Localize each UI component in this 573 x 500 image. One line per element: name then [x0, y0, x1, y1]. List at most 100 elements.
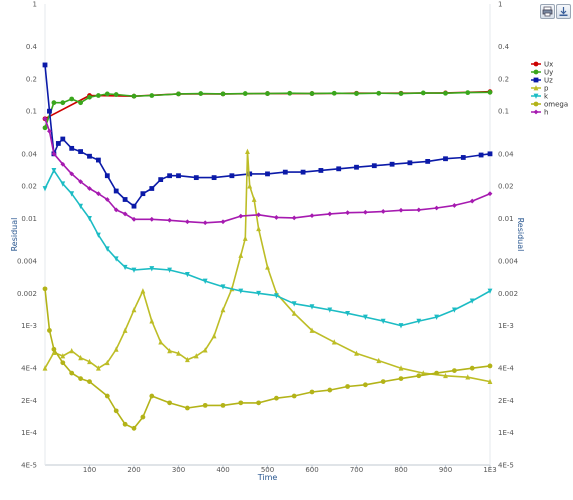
x-tick-label: 1E3 — [483, 466, 496, 474]
data-point-omega — [291, 393, 297, 399]
series-lines — [42, 62, 493, 431]
data-point-uz — [211, 175, 217, 181]
series-h — [42, 116, 493, 226]
data-point-k — [434, 314, 439, 320]
data-point-uz — [140, 191, 146, 197]
y-tick-label-right: 2E-4 — [498, 397, 514, 405]
data-point-p — [113, 346, 119, 352]
series-line-h — [44, 118, 491, 224]
data-point-h — [256, 212, 261, 218]
data-point-k — [398, 323, 404, 329]
data-point-p — [291, 310, 297, 316]
y-tick-label-right: 0.002 — [498, 290, 518, 298]
data-point-uz — [282, 169, 288, 175]
data-point-h — [380, 209, 386, 214]
data-point-uy — [149, 93, 155, 98]
data-point-uz — [407, 160, 413, 166]
legend-marker-h — [533, 109, 539, 115]
data-point-omega — [87, 379, 92, 384]
y-tick-label-left: 0.002 — [17, 290, 37, 298]
data-point-uy — [487, 89, 493, 95]
data-point-p — [122, 327, 128, 333]
data-point-p — [51, 349, 57, 355]
data-point-omega — [202, 402, 208, 408]
data-point-h — [131, 216, 137, 222]
export-button[interactable] — [556, 4, 571, 19]
data-point-omega — [398, 376, 404, 381]
data-point-p — [104, 359, 110, 366]
data-point-omega — [113, 408, 119, 414]
y-tick-label-left: 0.2 — [26, 75, 37, 83]
data-point-uz — [78, 149, 83, 154]
data-point-uy — [265, 91, 270, 96]
data-point-uz — [96, 157, 101, 163]
data-point-h — [291, 215, 297, 221]
data-point-uz — [60, 136, 66, 142]
data-point-p — [238, 252, 244, 258]
data-point-uz — [336, 166, 342, 172]
x-tick-label: 400 — [216, 466, 229, 474]
data-point-p — [245, 148, 250, 154]
data-point-uy — [331, 90, 337, 96]
data-point-omega — [60, 360, 66, 366]
data-point-uz — [122, 197, 128, 202]
data-point-p — [265, 264, 270, 270]
series-omega — [42, 286, 493, 431]
x-tick-label: 600 — [305, 466, 318, 474]
data-point-p — [376, 357, 382, 364]
y-tick-label-right: 0.4 — [498, 43, 510, 51]
data-point-p — [167, 348, 172, 354]
data-point-h — [87, 186, 92, 191]
data-point-h — [416, 207, 422, 213]
data-point-p — [220, 306, 226, 313]
x-tick-label: 200 — [127, 466, 140, 474]
data-point-omega — [487, 363, 493, 369]
data-point-h — [309, 213, 315, 219]
data-point-uz — [478, 152, 484, 158]
data-point-uz — [87, 153, 92, 159]
legend-label-uy: Uy — [544, 69, 553, 77]
x-tick-label: 300 — [172, 466, 185, 474]
data-point-uy — [376, 90, 382, 96]
data-point-uy — [198, 91, 204, 96]
x-tick-label: 900 — [439, 466, 452, 474]
data-point-k — [309, 304, 315, 310]
legend-item-uy: Uy — [531, 69, 553, 77]
data-point-k — [327, 307, 333, 313]
y-tick-label-right: 0.1 — [498, 108, 509, 116]
legend-marker-omega — [533, 101, 539, 107]
legend-item-uz: Uz — [531, 77, 553, 85]
data-point-uz — [104, 173, 110, 179]
series-line-p — [44, 150, 491, 383]
print-button[interactable] — [540, 4, 555, 19]
data-point-h — [96, 191, 101, 197]
data-point-uz — [389, 161, 395, 167]
y-tick-label-left: 1 — [33, 1, 37, 9]
data-point-k — [60, 181, 66, 187]
download-icon — [559, 7, 568, 16]
legend-item-p: p — [531, 85, 549, 93]
data-point-omega — [185, 405, 190, 411]
data-point-k — [416, 318, 422, 325]
data-point-uy — [220, 91, 226, 97]
data-point-uy — [42, 125, 48, 131]
data-point-uz — [176, 173, 181, 179]
data-point-uz — [229, 173, 235, 179]
data-point-p — [87, 358, 92, 365]
data-point-uz — [55, 141, 61, 146]
data-point-k — [452, 307, 457, 313]
data-point-h — [69, 171, 75, 177]
data-point-h — [452, 203, 457, 208]
data-point-p — [176, 350, 181, 356]
data-point-h — [122, 211, 128, 217]
data-point-uz — [425, 159, 431, 164]
data-point-uz — [354, 164, 359, 170]
series-uz — [42, 62, 493, 209]
data-point-p — [193, 353, 199, 359]
data-point-k — [96, 232, 101, 238]
x-tick-label: 500 — [261, 466, 274, 474]
data-point-h — [345, 210, 350, 216]
data-point-k — [238, 288, 244, 294]
data-point-p — [60, 353, 66, 359]
data-point-uz — [300, 169, 306, 175]
